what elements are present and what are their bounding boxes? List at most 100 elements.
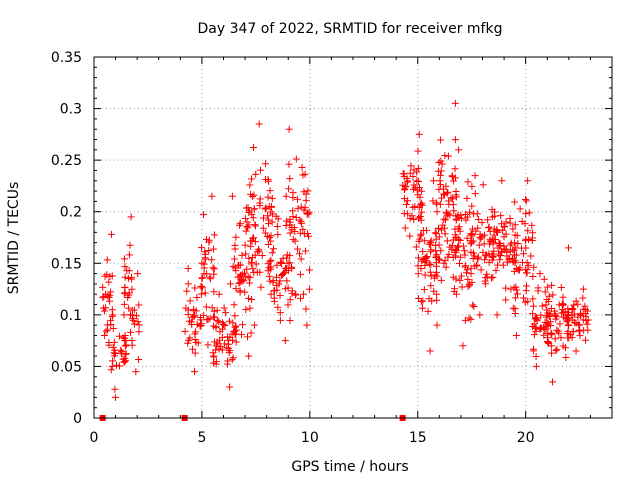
data-point	[289, 207, 297, 215]
data-point	[413, 168, 421, 176]
data-point	[202, 303, 210, 311]
data-point	[437, 136, 445, 144]
data-point	[461, 316, 469, 324]
data-point	[292, 214, 300, 222]
data-point	[245, 279, 253, 287]
data-point	[574, 300, 582, 308]
data-point	[555, 301, 563, 309]
data-point	[443, 189, 451, 197]
data-point	[435, 241, 443, 249]
data-point	[460, 247, 468, 255]
data-point	[189, 313, 197, 321]
data-point	[544, 321, 552, 329]
data-point	[107, 288, 115, 296]
data-point	[117, 346, 125, 354]
data-point	[250, 321, 258, 329]
data-point	[503, 246, 511, 254]
data-point	[111, 393, 119, 401]
data-point	[492, 266, 500, 274]
data-point	[239, 321, 247, 329]
data-point	[532, 362, 540, 370]
data-point	[456, 276, 464, 284]
data-point	[529, 345, 537, 353]
data-point	[545, 292, 553, 300]
data-point	[266, 234, 274, 242]
data-point	[264, 241, 272, 249]
data-point	[414, 294, 422, 302]
data-point	[268, 218, 276, 226]
data-point	[433, 208, 441, 216]
data-point	[406, 232, 414, 240]
data-point	[232, 330, 240, 338]
data-point	[102, 290, 110, 298]
data-point	[248, 295, 256, 303]
data-point	[128, 275, 136, 283]
data-point	[417, 230, 425, 238]
data-point	[291, 227, 299, 235]
data-point	[258, 252, 266, 260]
data-point	[200, 211, 208, 219]
data-point	[278, 270, 286, 278]
data-point	[232, 267, 240, 275]
data-point	[197, 290, 205, 298]
data-point	[414, 254, 422, 262]
data-point	[120, 358, 128, 366]
data-point	[103, 256, 111, 264]
data-point	[441, 257, 449, 265]
data-point	[447, 194, 455, 202]
data-point	[283, 251, 291, 259]
data-point	[427, 238, 435, 246]
data-point	[426, 268, 434, 276]
data-point	[441, 224, 449, 232]
data-point	[421, 271, 429, 279]
data-point	[417, 265, 425, 273]
data-point	[112, 361, 120, 369]
data-point	[257, 166, 265, 174]
data-point	[448, 241, 456, 249]
data-point	[198, 259, 206, 267]
data-point	[582, 336, 590, 344]
data-point	[576, 326, 584, 334]
data-point	[291, 237, 299, 245]
data-point	[489, 273, 497, 281]
data-point	[243, 218, 251, 226]
data-point	[206, 273, 214, 281]
data-point	[439, 185, 447, 193]
data-point	[262, 204, 270, 212]
data-point	[248, 175, 256, 183]
data-point	[297, 219, 305, 227]
data-point	[125, 251, 133, 259]
data-point	[455, 260, 463, 268]
data-point	[471, 172, 479, 180]
data-point	[451, 99, 459, 107]
axis-ticks: 0 0.05 0.1 0.15 0.2 0.25 0.3 0.35 0 5 10 15 20	[51, 50, 612, 446]
data-point	[513, 286, 521, 294]
data-point	[232, 326, 240, 334]
data-point	[427, 282, 435, 290]
data-point	[431, 229, 439, 237]
data-point	[305, 285, 313, 293]
data-point	[109, 343, 117, 351]
data-point	[274, 303, 282, 311]
data-point	[483, 270, 491, 278]
data-point	[215, 290, 223, 298]
data-point	[459, 242, 467, 250]
data-point	[418, 199, 426, 207]
data-point	[425, 260, 433, 268]
data-point	[268, 194, 276, 202]
data-point	[249, 265, 257, 273]
data-point	[424, 307, 432, 315]
data-point	[120, 300, 128, 308]
data-point	[547, 330, 555, 338]
y-axis-label: SRMTID / TECUs	[6, 182, 22, 295]
data-point	[442, 208, 450, 216]
data-point	[433, 268, 441, 276]
data-point	[448, 173, 456, 181]
data-point	[563, 329, 571, 337]
data-point	[246, 181, 254, 189]
data-point	[437, 276, 445, 284]
data-point	[197, 321, 205, 329]
data-point	[241, 214, 249, 222]
data-point	[534, 287, 542, 295]
data-point	[229, 262, 237, 270]
